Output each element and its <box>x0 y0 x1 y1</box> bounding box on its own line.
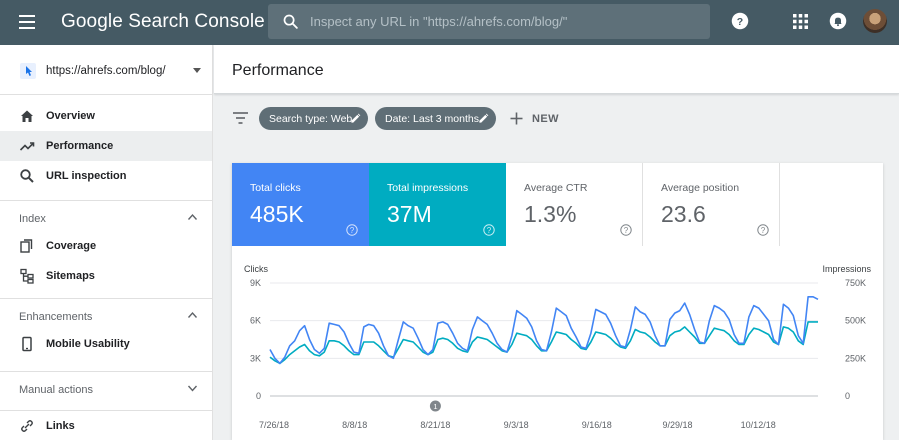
chevron-down-icon <box>193 68 201 73</box>
trending-up-icon <box>19 142 35 151</box>
plus-icon <box>510 112 523 125</box>
section-manual-actions[interactable]: Manual actions <box>0 371 212 402</box>
avatar[interactable] <box>863 9 887 33</box>
chevron-down-icon <box>187 385 198 392</box>
url-inspection-search[interactable] <box>268 4 710 39</box>
section-enhancements[interactable]: Enhancements <box>0 298 212 329</box>
search-icon <box>20 169 34 183</box>
chevron-up-icon <box>187 311 198 318</box>
x-tick-label: 9/3/18 <box>504 420 529 430</box>
y-tick-label-left: 9K <box>250 278 261 288</box>
x-tick-label: 10/12/18 <box>741 420 776 430</box>
performance-chart[interactable]: Clicks Impressions 9K 750K 6K 500K 3K 250K 0 0 7/2… <box>232 246 883 440</box>
sitemap-icon <box>20 268 34 284</box>
metric-total-impressions[interactable]: Total impressions 37M ? <box>369 163 506 246</box>
svg-text:?: ? <box>350 226 355 235</box>
search-input[interactable] <box>310 4 700 39</box>
series-line-clicks <box>269 295 819 365</box>
search-type-filter-chip[interactable]: Search type: Web <box>259 107 368 130</box>
home-icon <box>21 110 33 122</box>
x-tick-label: 9/29/18 <box>662 420 692 430</box>
help-outline-icon[interactable]: ? <box>483 224 495 236</box>
top-app-bar: Google Search Console ? <box>0 0 899 45</box>
sidebar: https://ahrefs.com/blog/ Overview Perfor… <box>0 45 213 440</box>
sidebar-item-mobile-usability[interactable]: Mobile Usability <box>0 329 212 359</box>
filter-icon[interactable] <box>233 112 248 124</box>
new-filter-button[interactable]: NEW <box>510 110 562 128</box>
sidebar-item-performance[interactable]: Performance <box>0 131 212 161</box>
edit-pencil-icon <box>479 113 489 123</box>
metric-total-clicks[interactable]: Total clicks 485K ? <box>232 163 369 246</box>
metric-average-ctr[interactable]: Average CTR 1.3% ? <box>506 163 643 246</box>
svg-text:?: ? <box>761 226 766 235</box>
svg-text:?: ? <box>487 226 492 235</box>
sidebar-item-sitemaps[interactable]: Sitemaps <box>0 261 212 291</box>
page-title: Performance <box>232 62 324 79</box>
y-tick-label-left: 6K <box>250 316 261 326</box>
edit-pencil-icon <box>351 113 361 123</box>
series-line-impressions <box>269 321 818 365</box>
menu-icon[interactable] <box>19 15 35 29</box>
date-filter-chip[interactable]: Date: Last 3 months <box>375 107 496 130</box>
sidebar-item-url-inspection[interactable]: URL inspection <box>0 161 212 191</box>
y-tick-label-left: 3K <box>250 353 261 363</box>
y-axis-label-left: Clicks <box>244 264 268 274</box>
x-tick-label: 8/8/18 <box>342 420 367 430</box>
y-tick-label-right: 750K <box>845 278 866 288</box>
x-tick-label: 8/21/18 <box>420 420 450 430</box>
svg-text:?: ? <box>624 226 629 235</box>
help-icon[interactable]: ? <box>731 12 749 30</box>
phone-icon <box>22 336 32 352</box>
y-tick-label-right: 0 <box>845 391 850 401</box>
app-title: Google Search Console <box>61 11 265 32</box>
annotation-marker-label: 1 <box>433 402 437 411</box>
help-outline-icon[interactable]: ? <box>757 224 769 236</box>
sidebar-item-overview[interactable]: Overview <box>0 101 212 131</box>
coverage-icon <box>20 239 33 253</box>
y-tick-label-right: 500K <box>845 316 866 326</box>
performance-card: Total clicks 485K ? Total impressions 37… <box>232 163 883 440</box>
y-tick-label-left: 0 <box>256 391 261 401</box>
y-tick-label-right: 250K <box>845 353 866 363</box>
x-tick-label: 7/26/18 <box>259 420 289 430</box>
property-label: https://ahrefs.com/blog/ <box>46 65 166 77</box>
annotation-marker <box>429 400 441 412</box>
help-outline-icon[interactable]: ? <box>620 224 632 236</box>
property-cursor-icon <box>20 63 36 79</box>
sidebar-item-links[interactable]: Links <box>0 410 212 440</box>
metric-average-position[interactable]: Average position 23.6 ? <box>643 163 780 246</box>
section-index[interactable]: Index <box>0 200 212 231</box>
help-outline-icon[interactable]: ? <box>346 224 358 236</box>
property-selector[interactable]: https://ahrefs.com/blog/ <box>0 45 212 95</box>
svg-text:?: ? <box>737 16 743 28</box>
y-axis-label-right: Impressions <box>822 264 871 274</box>
x-tick-label: 9/16/18 <box>582 420 612 430</box>
chevron-up-icon <box>187 213 198 220</box>
apps-icon[interactable] <box>793 14 808 29</box>
links-icon <box>21 420 33 432</box>
search-icon <box>283 14 298 29</box>
sidebar-item-coverage[interactable]: Coverage <box>0 231 212 261</box>
notifications-icon[interactable] <box>829 12 847 30</box>
page-header: Performance <box>214 45 899 94</box>
